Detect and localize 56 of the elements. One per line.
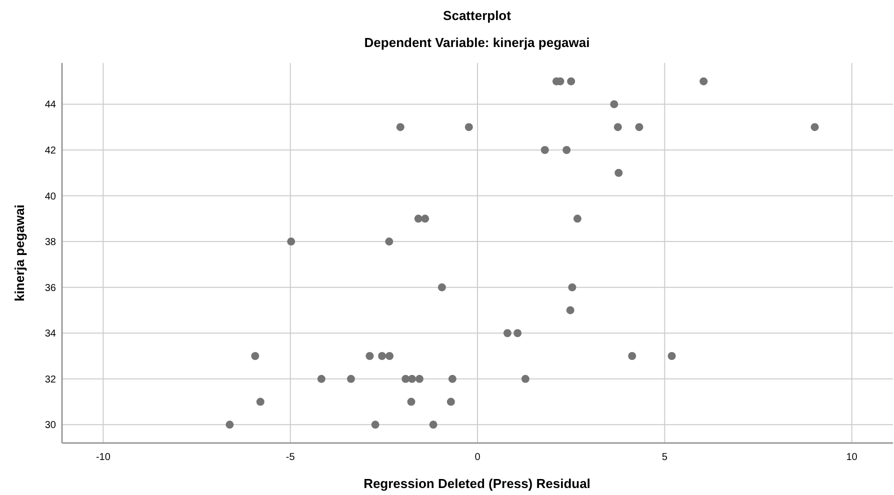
y-tick-label: 40 <box>44 191 56 202</box>
point <box>514 329 522 338</box>
point <box>614 168 623 177</box>
point <box>371 420 380 429</box>
point <box>566 306 574 314</box>
point <box>366 352 374 360</box>
point <box>628 352 636 360</box>
y-tick-label: 38 <box>44 237 56 248</box>
x-tick-label: 10 <box>846 452 858 463</box>
point <box>562 146 571 154</box>
point <box>415 374 424 383</box>
y-tick-label: 42 <box>44 145 56 156</box>
point <box>464 123 473 132</box>
point <box>521 374 530 383</box>
point <box>635 123 644 132</box>
point <box>610 100 618 108</box>
point <box>396 123 404 132</box>
point <box>429 420 438 429</box>
x-tick-label: -5 <box>286 452 296 463</box>
point <box>408 374 416 383</box>
point <box>421 214 430 223</box>
x-tick-label: 0 <box>474 452 481 463</box>
y-tick-label: 32 <box>44 374 56 386</box>
point <box>614 123 622 132</box>
point <box>256 398 264 406</box>
y-tick-label: 44 <box>44 100 56 111</box>
x-tick-label: 5 <box>662 452 668 463</box>
point <box>226 420 234 429</box>
point <box>414 214 422 223</box>
x-tick-label: -10 <box>96 452 111 463</box>
point <box>378 352 386 360</box>
point <box>700 77 708 86</box>
y-tick-label: 34 <box>44 328 56 340</box>
x-axis-title: Regression Deleted (Press) Residual <box>364 476 590 491</box>
point <box>438 283 446 292</box>
point <box>346 374 355 383</box>
point <box>385 238 394 246</box>
chart-subtitle: Dependent Variable: kinerja pegawai <box>364 35 590 50</box>
y-tick-label: 36 <box>44 282 56 294</box>
y-axis-title: kinerja pegawai <box>12 204 27 302</box>
point <box>251 352 260 360</box>
y-tick-label: 30 <box>44 420 56 432</box>
point <box>810 123 819 132</box>
point <box>317 374 326 383</box>
point <box>287 238 296 246</box>
point <box>567 77 576 86</box>
point <box>448 374 456 383</box>
point <box>573 214 582 223</box>
point <box>540 146 549 154</box>
point <box>386 352 394 360</box>
chart-title: Scatterplot <box>443 8 512 23</box>
point <box>568 283 576 292</box>
point <box>446 398 455 406</box>
point <box>407 398 416 406</box>
point <box>668 352 676 360</box>
point <box>503 329 512 338</box>
